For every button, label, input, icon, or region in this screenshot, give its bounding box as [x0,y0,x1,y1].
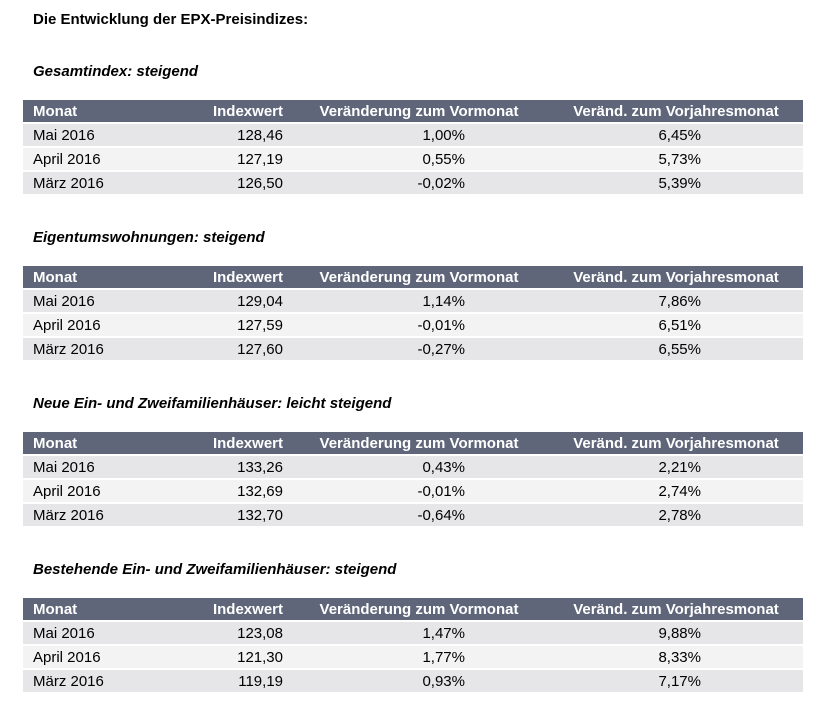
column-header-yoy: Veränd. zum Vorjahresmonat [549,266,803,288]
table-header-row: Monat Indexwert Veränderung zum Vormonat… [23,598,803,620]
table-header-row: Monat Indexwert Veränderung zum Vormonat… [23,266,803,288]
cell-mom: 1,14% [289,288,549,312]
column-header-index: Indexwert [183,100,289,122]
table-row: April 2016 132,69 -0,01% 2,74% [23,478,803,502]
cell-month: April 2016 [23,478,183,502]
cell-month: März 2016 [23,170,183,194]
column-header-mom: Veränderung zum Vormonat [289,100,549,122]
cell-yoy: 6,51% [549,312,803,336]
cell-index: 127,60 [183,336,289,360]
cell-month: März 2016 [23,502,183,526]
column-header-month: Monat [23,100,183,122]
column-header-index: Indexwert [183,432,289,454]
cell-index: 123,08 [183,620,289,644]
cell-index: 132,70 [183,502,289,526]
column-header-mom: Veränderung zum Vormonat [289,432,549,454]
cell-yoy: 7,17% [549,668,803,692]
cell-month: Mai 2016 [23,288,183,312]
cell-index: 119,19 [183,668,289,692]
cell-month: April 2016 [23,146,183,170]
table-row: April 2016 121,30 1,77% 8,33% [23,644,803,668]
cell-index: 128,46 [183,122,289,146]
section-heading: Bestehende Ein- und Zweifamilienhäuser: … [33,561,397,578]
table-row: Mai 2016 129,04 1,14% 7,86% [23,288,803,312]
column-header-month: Monat [23,598,183,620]
cell-index: 127,59 [183,312,289,336]
index-table: Monat Indexwert Veränderung zum Vormonat… [23,598,803,692]
column-header-yoy: Veränd. zum Vorjahresmonat [549,432,803,454]
cell-month: Mai 2016 [23,454,183,478]
cell-mom: -0,01% [289,478,549,502]
cell-mom: 1,77% [289,644,549,668]
column-header-yoy: Veränd. zum Vorjahresmonat [549,598,803,620]
table-row: April 2016 127,59 -0,01% 6,51% [23,312,803,336]
section-heading: Eigentumswohnungen: steigend [33,229,265,246]
cell-month: Mai 2016 [23,122,183,146]
index-table: Monat Indexwert Veränderung zum Vormonat… [23,432,803,526]
section-heading: Neue Ein- und Zweifamilienhäuser: leicht… [33,395,392,412]
cell-month: April 2016 [23,312,183,336]
table-row: März 2016 126,50 -0,02% 5,39% [23,170,803,194]
cell-index: 129,04 [183,288,289,312]
cell-mom: 0,55% [289,146,549,170]
cell-mom: -0,01% [289,312,549,336]
column-header-month: Monat [23,432,183,454]
cell-yoy: 6,45% [549,122,803,146]
table-row: März 2016 132,70 -0,64% 2,78% [23,502,803,526]
cell-month: März 2016 [23,668,183,692]
cell-month: Mai 2016 [23,620,183,644]
cell-yoy: 2,74% [549,478,803,502]
cell-yoy: 9,88% [549,620,803,644]
cell-mom: -0,64% [289,502,549,526]
cell-yoy: 2,78% [549,502,803,526]
cell-mom: 1,47% [289,620,549,644]
cell-yoy: 8,33% [549,644,803,668]
cell-mom: 0,93% [289,668,549,692]
cell-yoy: 5,39% [549,170,803,194]
table-row: Mai 2016 123,08 1,47% 9,88% [23,620,803,644]
cell-index: 127,19 [183,146,289,170]
table-row: Mai 2016 128,46 1,00% 6,45% [23,122,803,146]
index-table: Monat Indexwert Veränderung zum Vormonat… [23,266,803,360]
column-header-index: Indexwert [183,266,289,288]
table-header-row: Monat Indexwert Veränderung zum Vormonat… [23,432,803,454]
cell-month: März 2016 [23,336,183,360]
page-title: Die Entwicklung der EPX-Preisindizes: [33,11,309,28]
cell-mom: 0,43% [289,454,549,478]
cell-index: 126,50 [183,170,289,194]
index-table: Monat Indexwert Veränderung zum Vormonat… [23,100,803,194]
cell-mom: 1,00% [289,122,549,146]
section-heading: Gesamtindex: steigend [33,63,199,80]
table-header-row: Monat Indexwert Veränderung zum Vormonat… [23,100,803,122]
cell-index: 121,30 [183,644,289,668]
column-header-month: Monat [23,266,183,288]
cell-index: 132,69 [183,478,289,502]
cell-month: April 2016 [23,644,183,668]
cell-index: 133,26 [183,454,289,478]
table-row: April 2016 127,19 0,55% 5,73% [23,146,803,170]
cell-yoy: 7,86% [549,288,803,312]
cell-yoy: 6,55% [549,336,803,360]
cell-mom: -0,02% [289,170,549,194]
cell-yoy: 5,73% [549,146,803,170]
column-header-yoy: Veränd. zum Vorjahresmonat [549,100,803,122]
table-row: März 2016 119,19 0,93% 7,17% [23,668,803,692]
table-row: März 2016 127,60 -0,27% 6,55% [23,336,803,360]
column-header-index: Indexwert [183,598,289,620]
table-row: Mai 2016 133,26 0,43% 2,21% [23,454,803,478]
cell-yoy: 2,21% [549,454,803,478]
column-header-mom: Veränderung zum Vormonat [289,266,549,288]
cell-mom: -0,27% [289,336,549,360]
column-header-mom: Veränderung zum Vormonat [289,598,549,620]
